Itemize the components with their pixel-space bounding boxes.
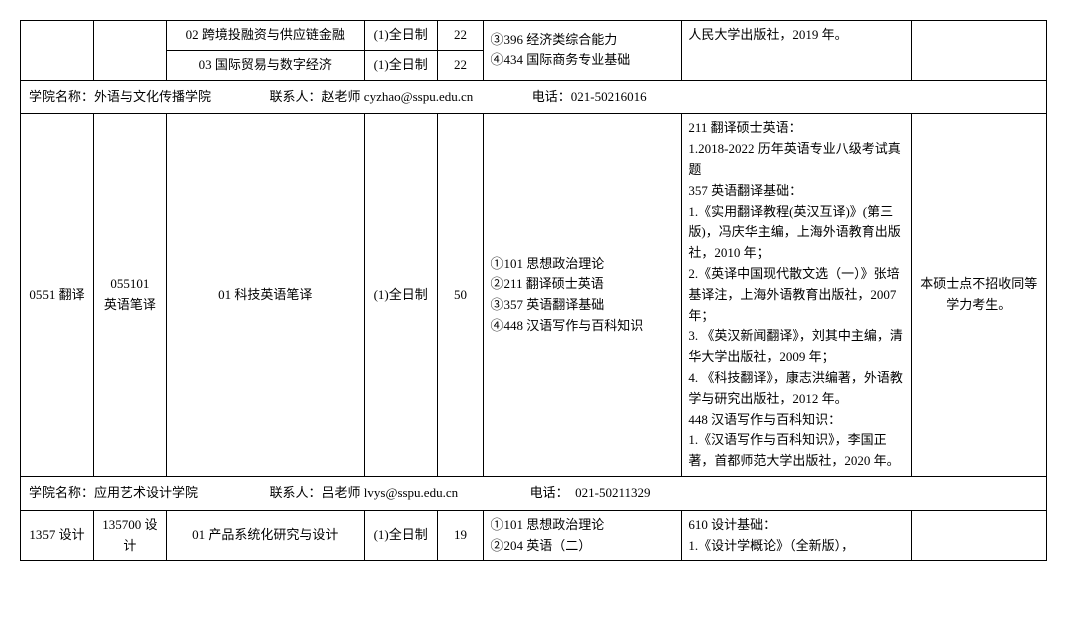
department-header: 学院名称：应用艺术设计学院 联系人：吕老师 lvys@sspu.edu.cn 电… <box>21 476 1047 510</box>
cell-mode: (1)全日制 <box>364 114 437 477</box>
cell-quota: 22 <box>437 50 484 80</box>
department-header-row: 学院名称：外语与文化传播学院 联系人：赵老师 cyzhao@sspu.edu.c… <box>21 80 1047 114</box>
table-row: 1357 设计 135700 设计 01 产品系统化研究与设计 (1)全日制 1… <box>21 510 1047 561</box>
dept-phone-label: 电话： <box>530 485 569 500</box>
dept-contact-label: 联系人： <box>270 485 322 500</box>
dept-name-label: 学院名称： <box>29 89 94 104</box>
cell-note <box>911 510 1046 561</box>
cell-quota: 22 <box>437 21 484 51</box>
cell-empty <box>93 21 166 81</box>
cell-subjects: ③396 经济类综合能力 ④434 国际商务专业基础 <box>484 21 682 81</box>
dept-phone: 021-50211329 <box>575 485 650 500</box>
cell-note: 本硕士点不招收同等学力考生。 <box>911 114 1046 477</box>
cell-subjects: ①101 思想政治理论 ②211 翻译硕士英语 ③357 英语翻译基础 ④448… <box>484 114 682 477</box>
cell-subjects: ①101 思想政治理论 ②204 英语（二） <box>484 510 682 561</box>
cell-code: 0551 翻译 <box>21 114 94 477</box>
dept-name-label: 学院名称： <box>29 485 94 500</box>
subname-text: 英语笔译 <box>104 297 156 312</box>
cell-direction: 01 科技英语笔译 <box>166 114 364 477</box>
cell-subcode: 135700 设计 <box>93 510 166 561</box>
dept-phone: 021-50216016 <box>571 89 647 104</box>
cell-empty <box>21 21 94 81</box>
dept-contact: 吕老师 lvys@sspu.edu.cn <box>322 485 459 500</box>
cell-quota: 19 <box>437 510 484 561</box>
dept-contact: 赵老师 cyzhao@sspu.edu.cn <box>322 89 474 104</box>
cell-note <box>911 21 1046 81</box>
cell-quota: 50 <box>437 114 484 477</box>
catalog-table: 02 跨境投融资与供应链金融 (1)全日制 22 ③396 经济类综合能力 ④4… <box>20 20 1047 561</box>
cell-refs: 人民大学出版社，2019 年。 <box>682 21 911 81</box>
cell-code: 1357 设计 <box>21 510 94 561</box>
dept-contact-label: 联系人： <box>270 89 322 104</box>
dept-name: 应用艺术设计学院 <box>94 485 198 500</box>
table-row: 02 跨境投融资与供应链金融 (1)全日制 22 ③396 经济类综合能力 ④4… <box>21 21 1047 51</box>
cell-refs: 610 设计基础： 1.《设计学概论》（全新版）， <box>682 510 911 561</box>
table-row: 0551 翻译 055101 英语笔译 01 科技英语笔译 (1)全日制 50 … <box>21 114 1047 477</box>
cell-subcode: 055101 英语笔译 <box>93 114 166 477</box>
cell-direction: 03 国际贸易与数字经济 <box>166 50 364 80</box>
subcode-text: 055101 <box>110 276 149 291</box>
dept-phone-label: 电话： <box>532 89 571 104</box>
department-header: 学院名称：外语与文化传播学院 联系人：赵老师 cyzhao@sspu.edu.c… <box>21 80 1047 114</box>
cell-mode: (1)全日制 <box>364 50 437 80</box>
cell-mode: (1)全日制 <box>364 510 437 561</box>
cell-refs: 211 翻译硕士英语： 1.2018-2022 历年英语专业八级考试真题 357… <box>682 114 911 477</box>
cell-mode: (1)全日制 <box>364 21 437 51</box>
dept-name: 外语与文化传播学院 <box>94 89 211 104</box>
cell-direction: 01 产品系统化研究与设计 <box>166 510 364 561</box>
cell-direction: 02 跨境投融资与供应链金融 <box>166 21 364 51</box>
department-header-row: 学院名称：应用艺术设计学院 联系人：吕老师 lvys@sspu.edu.cn 电… <box>21 476 1047 510</box>
